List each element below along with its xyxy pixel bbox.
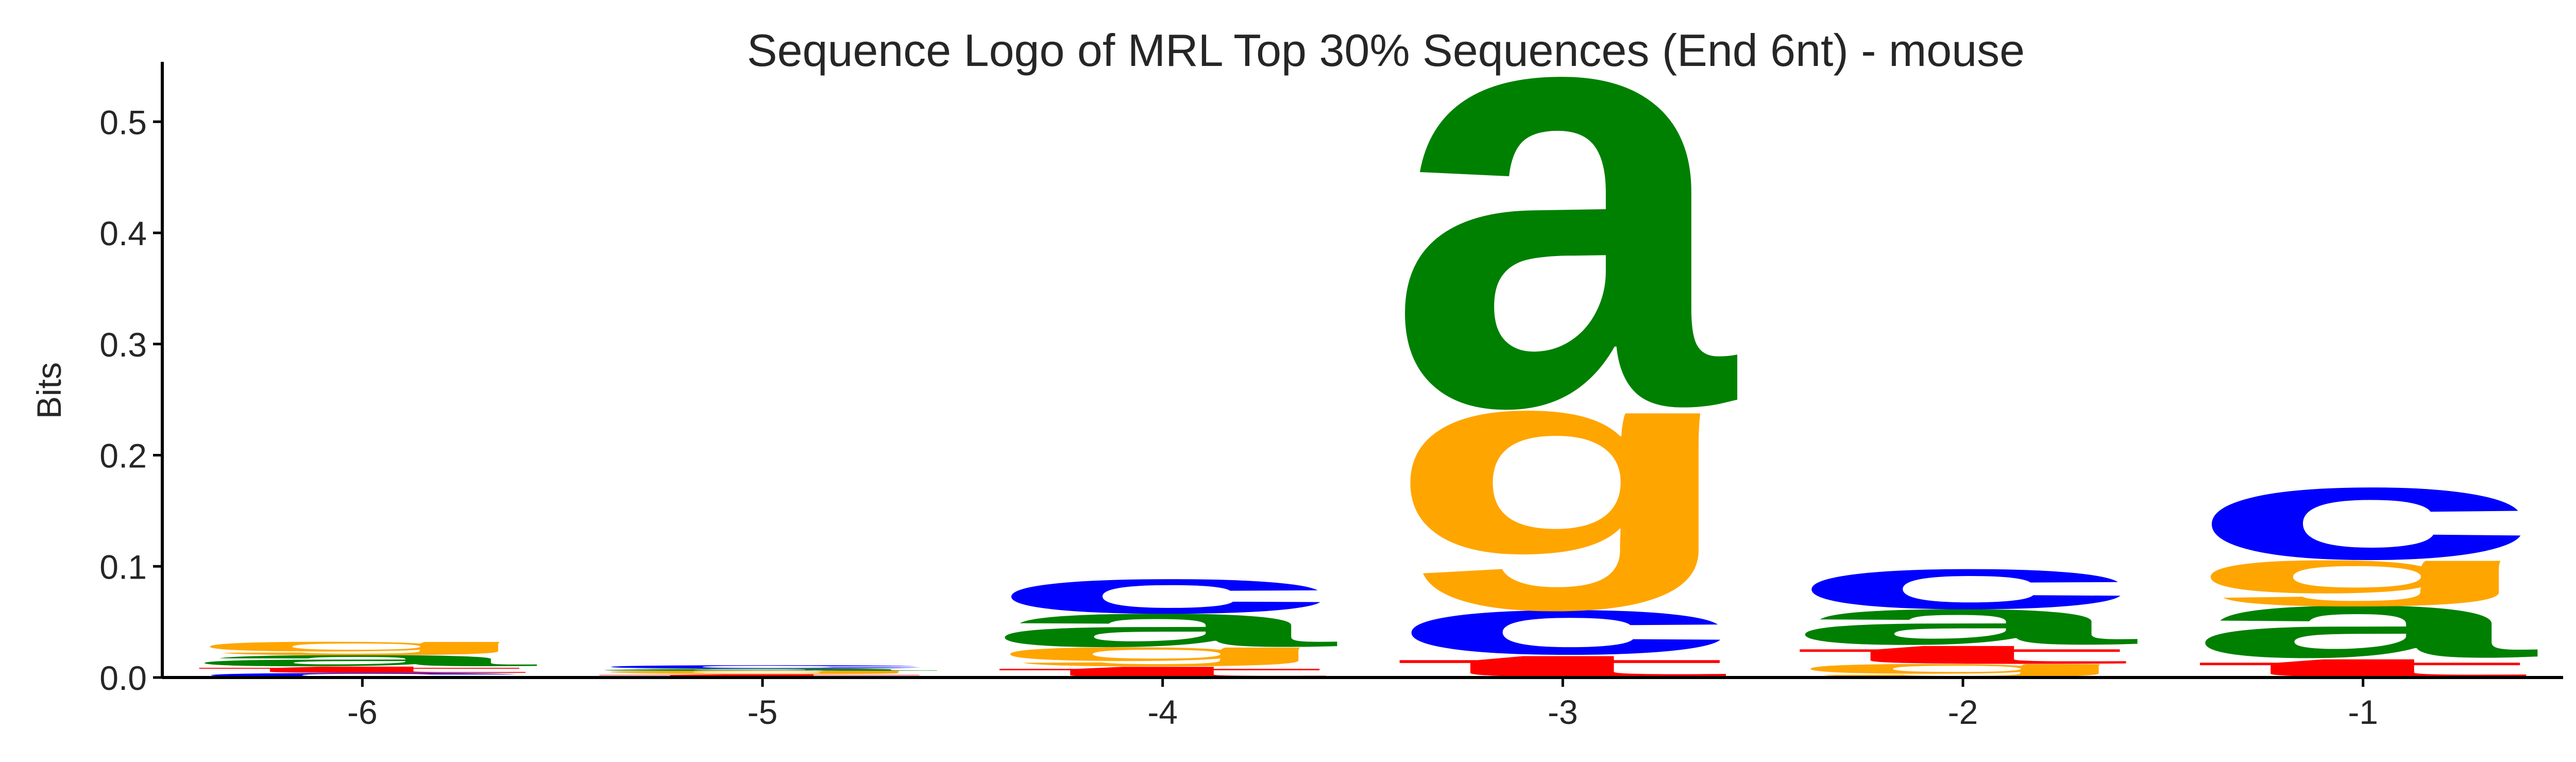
logo-letter-glyph: g xyxy=(187,635,538,655)
logo-letter-g: g xyxy=(987,638,1338,667)
y-axis-label: Bits xyxy=(30,362,68,419)
logo-letter-c: c xyxy=(586,663,938,670)
logo-letter-glyph: c xyxy=(987,556,1338,626)
y-tick-label: 0.0 xyxy=(99,659,147,697)
logo-letter-glyph: a xyxy=(987,591,1337,660)
logo-letter-glyph: g xyxy=(1387,313,1739,613)
x-tick-label: -3 xyxy=(1548,693,1578,731)
logo-letter-glyph: g xyxy=(586,669,938,674)
x-tick-label: -4 xyxy=(1147,693,1178,731)
logo-letter-g: g xyxy=(1787,657,2139,678)
logo-letter-a: a xyxy=(1387,0,1737,533)
logo-letter-glyph: a xyxy=(1787,585,2137,658)
y-tick-label: 0.3 xyxy=(99,326,147,364)
logo-letter-a: a xyxy=(2187,570,2537,678)
logo-letter-a: a xyxy=(1787,585,2137,658)
x-tick-label: -5 xyxy=(748,693,778,731)
y-tick-label: 0.4 xyxy=(99,214,147,252)
logo-letter-g: g xyxy=(2187,538,2539,607)
x-tick-label: -6 xyxy=(347,693,378,731)
logo-letter-g: g xyxy=(586,669,938,674)
logo-letter-glyph: g xyxy=(2187,538,2539,607)
logo-letter-glyph: c xyxy=(2187,439,2539,587)
y-tick-label: 0.5 xyxy=(99,103,147,141)
logo-letter-a: a xyxy=(187,648,537,670)
logo-letter-glyph: t xyxy=(187,664,538,675)
logo-letter-g: g xyxy=(1387,313,1739,613)
logo-letter-glyph: g xyxy=(987,638,1338,667)
chart-title: Sequence Logo of MRL Top 30% Sequences (… xyxy=(747,25,2025,76)
logo-letter-glyph: c xyxy=(1387,580,1739,671)
logo-letter-glyph: a xyxy=(1387,0,1737,533)
logo-letter-a: a xyxy=(987,591,1337,660)
logo-letter-glyph: c xyxy=(586,663,938,670)
logo-letter-glyph: g xyxy=(1787,657,2139,678)
logo-letter-glyph: t xyxy=(1787,639,2139,670)
logo-letter-c: c xyxy=(1787,542,2139,624)
logo-letter-t: t xyxy=(187,664,538,675)
axes-layer: 0.0 0.1 0.2 0.3 0.4 0.5 -6 -5 -4 -3 -2 -1 xyxy=(99,62,2563,731)
x-tick-label: -1 xyxy=(2348,693,2378,731)
x-tick-label: -2 xyxy=(1948,693,1978,731)
logo-letter-a: a xyxy=(586,667,937,672)
logo-letter-c: c xyxy=(1387,580,1739,671)
logo-letter-glyph: t xyxy=(586,673,938,678)
logo-letter-g: g xyxy=(187,635,538,655)
logo-letter-c: c xyxy=(987,556,1338,626)
logo-letter-glyph: c xyxy=(1787,542,2139,624)
logo-letter-t: t xyxy=(1787,639,2139,670)
y-tick-label: 0.1 xyxy=(99,548,147,586)
logo-letter-t: t xyxy=(586,673,938,678)
logo-letter-glyph: a xyxy=(187,648,537,670)
y-tick-label: 0.2 xyxy=(99,437,147,475)
logo-letter-glyph: a xyxy=(2187,570,2537,678)
logo-letter-glyph: a xyxy=(586,667,937,672)
logo-letter-c: c xyxy=(2187,439,2539,587)
